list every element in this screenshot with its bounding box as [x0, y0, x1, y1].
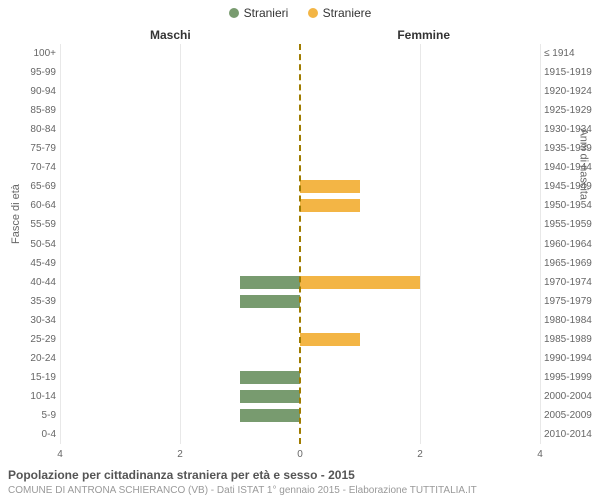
x-tick-label: 2: [177, 449, 183, 460]
x-tick-label: 2: [417, 449, 423, 460]
birth-year-label: 1915-1919: [544, 63, 600, 82]
age-label: 90-94: [0, 82, 56, 101]
legend-item-female: Straniere: [308, 6, 372, 20]
birth-year-label: 1980-1984: [544, 311, 600, 330]
birth-year-label: ≤ 1914: [544, 44, 600, 63]
birth-year-label: 1995-1999: [544, 368, 600, 387]
birth-year-label: 1985-1989: [544, 330, 600, 349]
legend-item-male: Stranieri: [229, 6, 289, 20]
population-pyramid-chart: Stranieri Straniere Maschi Femmine Fasce…: [0, 0, 600, 500]
birth-year-label: 1975-1979: [544, 292, 600, 311]
birth-year-label: 1950-1954: [544, 196, 600, 215]
male-bar: [240, 390, 300, 403]
age-label: 35-39: [0, 292, 56, 311]
birth-year-label: 2010-2014: [544, 425, 600, 444]
birth-year-label: 1990-1994: [544, 349, 600, 368]
birth-year-label: 1965-1969: [544, 254, 600, 273]
legend-swatch-female: [308, 8, 318, 18]
age-label: 95-99: [0, 63, 56, 82]
age-label: 0-4: [0, 425, 56, 444]
age-label: 65-69: [0, 177, 56, 196]
legend-swatch-male: [229, 8, 239, 18]
x-tick-label: 4: [537, 449, 543, 460]
age-label: 75-79: [0, 139, 56, 158]
age-label: 85-89: [0, 101, 56, 120]
female-bar: [300, 276, 420, 289]
x-tick-label: 4: [57, 449, 63, 460]
age-label: 55-59: [0, 215, 56, 234]
x-tick-label: 0: [297, 449, 303, 460]
age-label: 80-84: [0, 120, 56, 139]
male-bar: [240, 409, 300, 422]
age-label: 60-64: [0, 196, 56, 215]
legend: Stranieri Straniere: [0, 6, 600, 21]
chart-subcaption: COMUNE DI ANTRONA SCHIERANCO (VB) - Dati…: [8, 485, 477, 496]
birth-year-label: 2005-2009: [544, 406, 600, 425]
birth-year-label: 1945-1949: [544, 177, 600, 196]
birth-year-label: 1960-1964: [544, 235, 600, 254]
section-title-male: Maschi: [150, 28, 191, 42]
x-gridline: [180, 44, 181, 444]
male-bar: [240, 371, 300, 384]
male-bar: [240, 295, 300, 308]
section-title-female: Femmine: [397, 28, 450, 42]
legend-label-male: Stranieri: [244, 6, 289, 20]
female-bar: [300, 199, 360, 212]
age-label: 15-19: [0, 368, 56, 387]
birth-year-label: 1970-1974: [544, 273, 600, 292]
x-gridline: [540, 44, 541, 444]
age-label: 20-24: [0, 349, 56, 368]
male-bar: [240, 276, 300, 289]
female-bar: [300, 333, 360, 346]
age-label: 100+: [0, 44, 56, 63]
age-label: 45-49: [0, 254, 56, 273]
age-label: 30-34: [0, 311, 56, 330]
x-gridline: [420, 44, 421, 444]
age-label: 40-44: [0, 273, 56, 292]
birth-year-label: 1930-1934: [544, 120, 600, 139]
center-divider: [299, 44, 301, 444]
x-gridline: [60, 44, 61, 444]
birth-year-label: 1940-1944: [544, 158, 600, 177]
legend-label-female: Straniere: [323, 6, 372, 20]
age-label: 25-29: [0, 330, 56, 349]
age-label: 5-9: [0, 406, 56, 425]
plot-area: 42024: [60, 44, 540, 444]
age-label: 10-14: [0, 387, 56, 406]
age-label: 70-74: [0, 158, 56, 177]
age-label: 50-54: [0, 235, 56, 254]
female-bar: [300, 180, 360, 193]
birth-year-label: 1920-1924: [544, 82, 600, 101]
birth-year-label: 1935-1939: [544, 139, 600, 158]
birth-year-label: 1955-1959: [544, 215, 600, 234]
birth-year-label: 1925-1929: [544, 101, 600, 120]
chart-caption: Popolazione per cittadinanza straniera p…: [8, 468, 355, 482]
birth-year-label: 2000-2004: [544, 387, 600, 406]
